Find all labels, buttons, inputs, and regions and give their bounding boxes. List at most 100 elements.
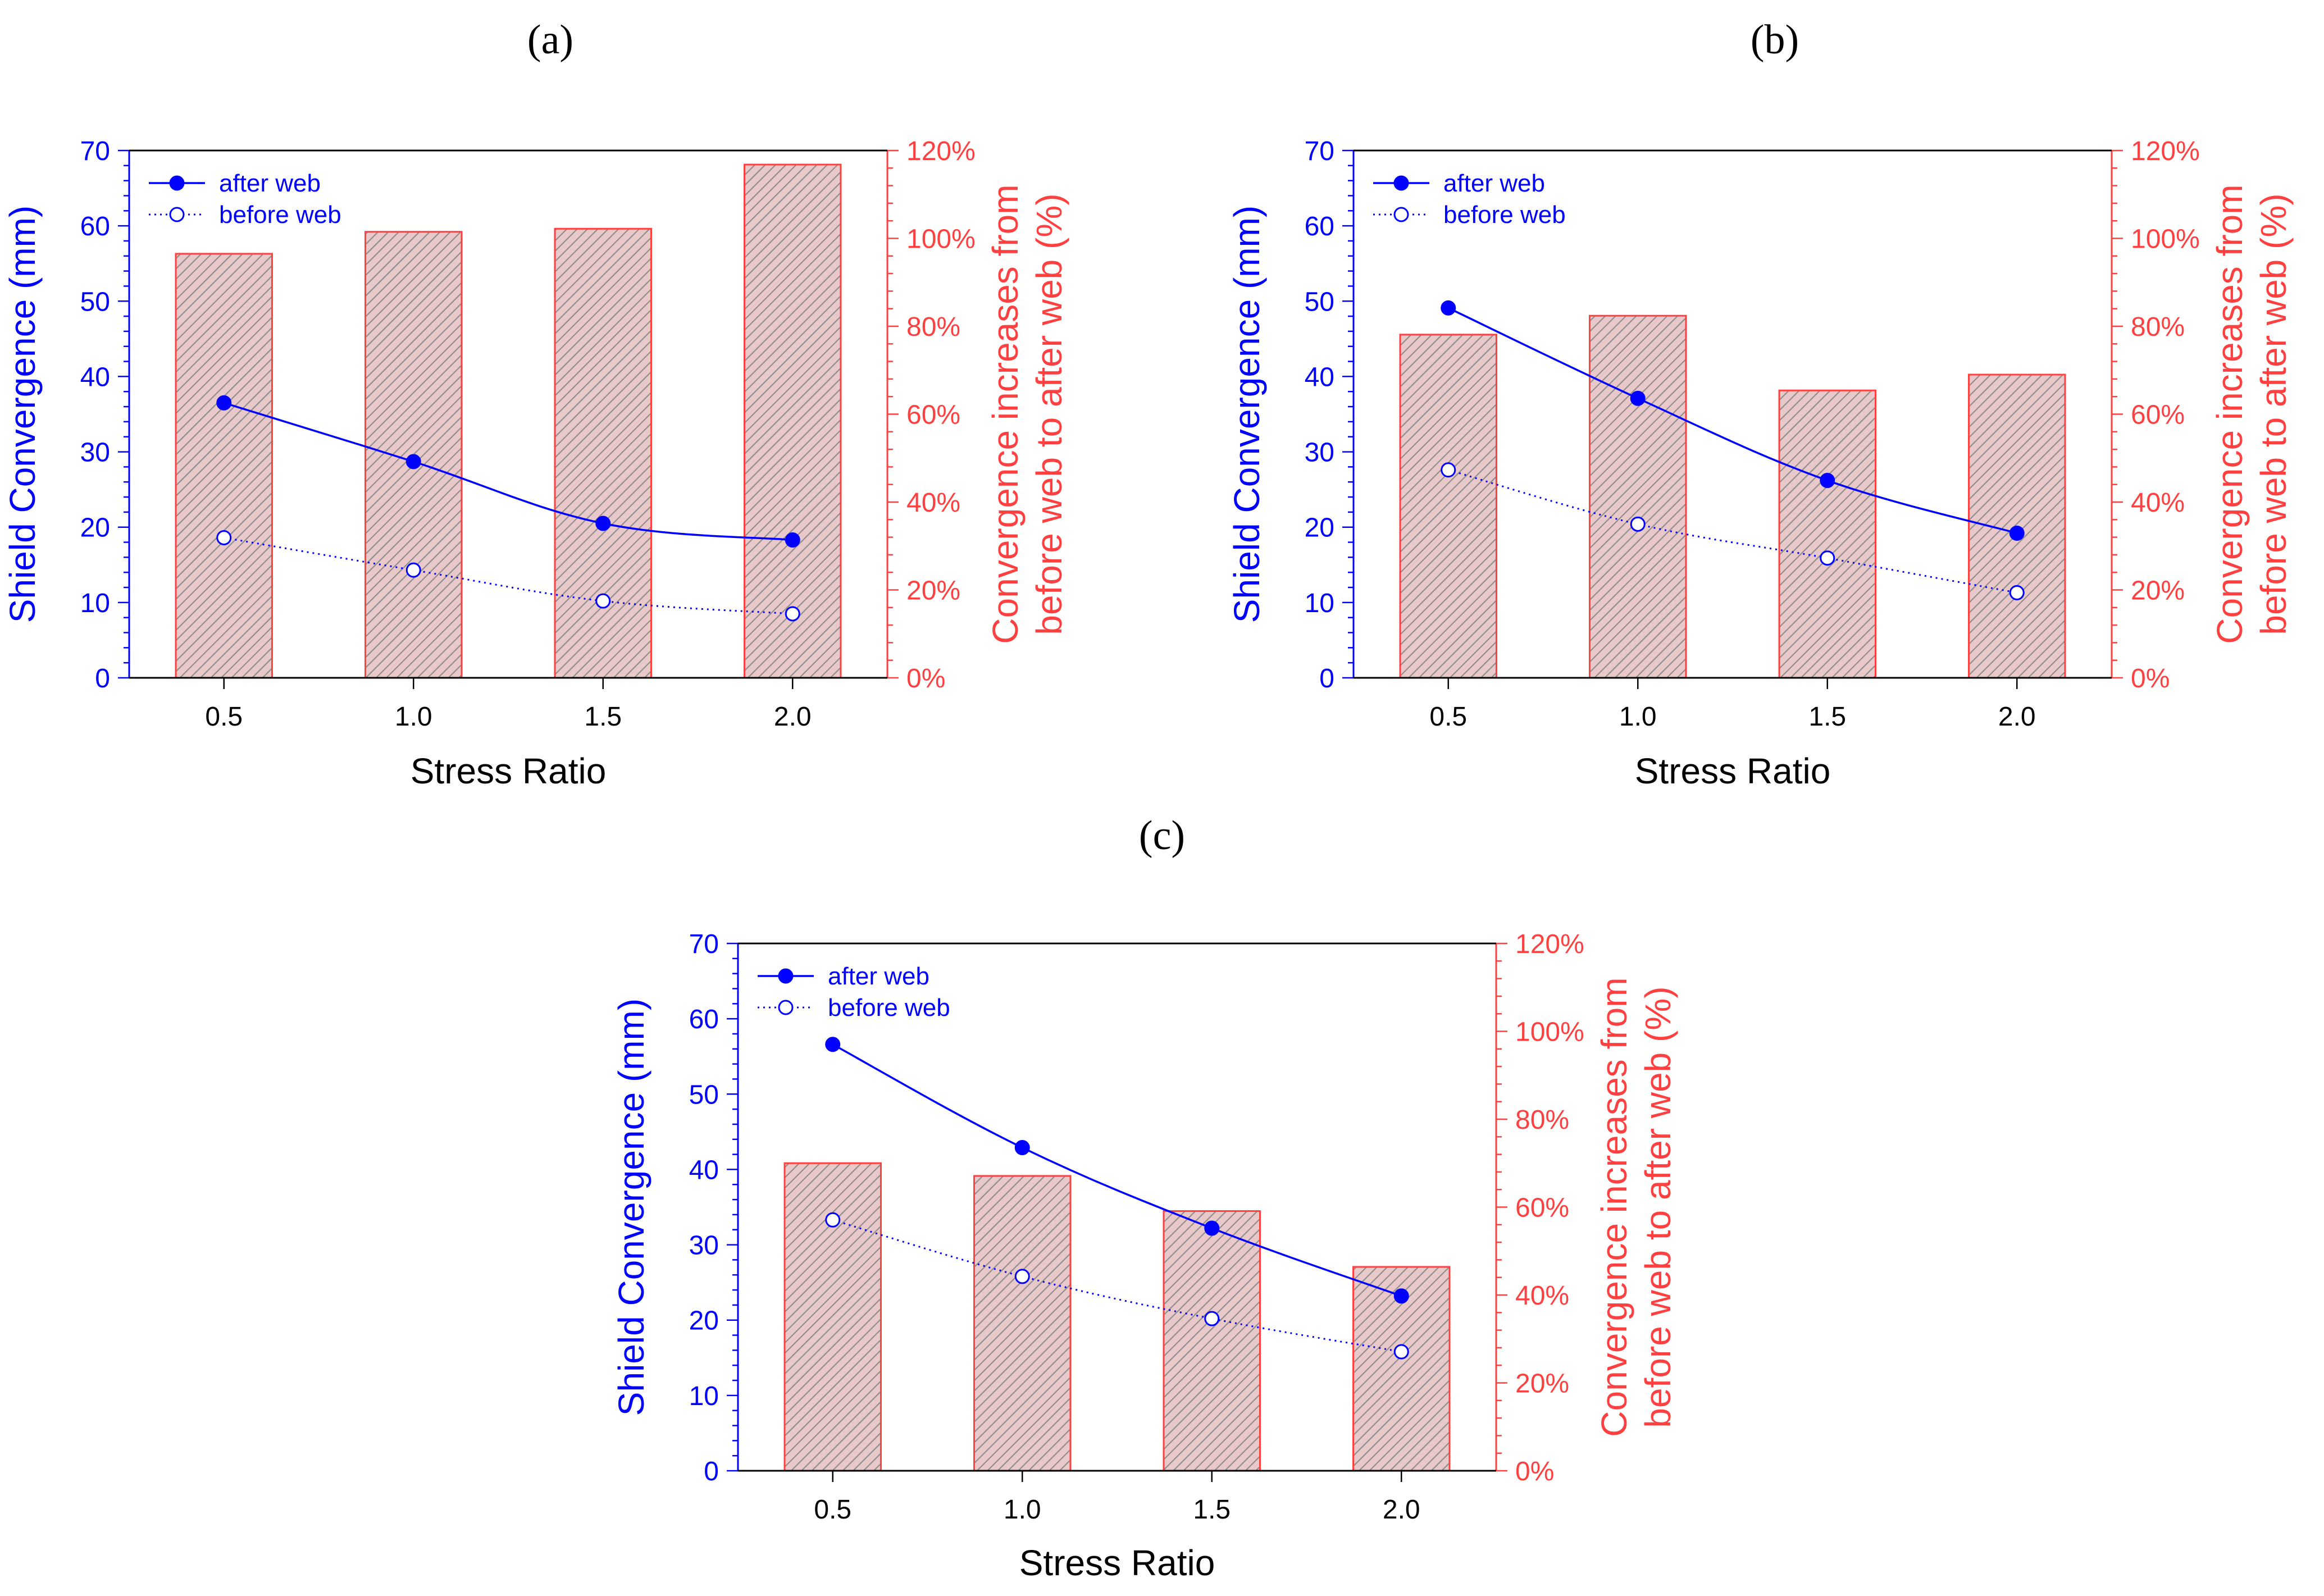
y-tick-label-right: 40% [1515, 1281, 1569, 1311]
x-tick-label: 0.5 [1429, 702, 1467, 732]
y-tick-label-left: 20 [689, 1306, 719, 1336]
y-tick-label-right: 120% [906, 136, 976, 166]
legend-label: before web [1443, 201, 1566, 229]
y-tick-label-left: 40 [689, 1155, 719, 1185]
y-tick-label-left: 60 [689, 1005, 719, 1034]
y-tick-label-left: 0 [1319, 664, 1334, 694]
data-point [216, 530, 232, 545]
data-point [1393, 1288, 1409, 1304]
x-tick-label: 2.0 [1998, 702, 2036, 732]
y-tick-label-left: 20 [1305, 513, 1334, 543]
y-tick-label-right: 0% [1515, 1457, 1554, 1486]
y-tick-label-right: 120% [1515, 929, 1584, 959]
bar [783, 1162, 882, 1472]
y-tick-label-right: 60% [1515, 1193, 1569, 1223]
y-tick-label-right: 0% [906, 664, 945, 694]
legend-marker [169, 207, 185, 222]
data-point [1820, 550, 1835, 566]
y-tick-label-right: 100% [2131, 225, 2200, 254]
y-tick-label-left: 0 [95, 664, 110, 694]
data-point [595, 516, 611, 531]
x-axis-label: Stress Ratio [1019, 1543, 1215, 1583]
y-axis-label-right-line: Convergence increases from [2209, 184, 2250, 644]
legend-label: after web [828, 963, 929, 990]
y-tick-label-left: 10 [80, 589, 110, 618]
data-point [1014, 1140, 1030, 1156]
data-point [1630, 390, 1646, 406]
y-tick-label-left: 50 [80, 287, 110, 317]
y-tick-label-left: 50 [1305, 287, 1334, 317]
data-point [1820, 473, 1835, 489]
x-tick-label: 0.5 [205, 702, 243, 732]
y-axis-label-left: Shield Convergence (mm) [2, 206, 43, 623]
series-line-1 [1448, 469, 2017, 594]
data-point [1393, 1344, 1409, 1360]
y-axis-label-right-line: Convergence increases from [985, 184, 1026, 644]
y-tick-label-left: 70 [689, 929, 719, 959]
y-tick-label-right: 40% [2131, 488, 2185, 518]
data-point [825, 1212, 841, 1228]
data-point [2009, 585, 2025, 600]
bar [1163, 1210, 1261, 1472]
data-point [785, 606, 800, 622]
y-axis-label-right-line: before web to after web (%) [1638, 986, 1678, 1428]
data-point [1204, 1220, 1220, 1236]
bar [1399, 334, 1497, 679]
panel-label: (a) [527, 17, 573, 63]
y-tick-label-left: 40 [1305, 362, 1334, 392]
y-axis-label-right: Convergence increases frombefore web to … [2209, 184, 2294, 644]
y-tick-label-right: 20% [906, 576, 960, 606]
y-tick-label-left: 70 [1305, 136, 1334, 166]
data-point [2009, 525, 2025, 541]
panel-label: (b) [1751, 17, 1799, 63]
y-tick-label-left: 30 [1305, 438, 1334, 468]
x-tick-label: 2.0 [1383, 1495, 1420, 1525]
y-tick-label-left: 0 [704, 1457, 719, 1486]
data-point [1441, 462, 1456, 478]
series-line-0 [224, 402, 793, 541]
y-tick-label-right: 80% [1515, 1105, 1569, 1135]
series-line-0 [1447, 307, 2017, 535]
x-axis-label: Stress Ratio [1635, 751, 1831, 791]
panel-label: (c) [1139, 813, 1185, 859]
chart-panel-2: (c) 0 10 20 30 40 50 60 70 0% 20% 40% 60% 80% 100% 120%… [611, 813, 1678, 1583]
y-tick-label-left: 60 [80, 212, 110, 241]
data-point [1204, 1311, 1220, 1326]
bar [744, 163, 842, 679]
x-tick-label: 1.5 [1808, 702, 1846, 732]
y-tick-label-left: 30 [80, 438, 110, 468]
y-tick-label-right: 60% [2131, 400, 2185, 430]
x-tick-label: 1.5 [1193, 1495, 1231, 1525]
legend-label: after web [219, 170, 321, 197]
y-tick-label-right: 80% [906, 312, 960, 342]
bar [973, 1175, 1072, 1472]
data-point [825, 1037, 841, 1052]
y-tick-label-left: 10 [689, 1381, 719, 1411]
data-point [1014, 1269, 1030, 1284]
chart-panel-0: (a) 0 10 20 30 40 50 60 70 0% 20% 40% 60% 80% 100% 120%… [2, 17, 1069, 791]
x-axis-label: Stress Ratio [411, 751, 607, 791]
data-point [595, 593, 611, 609]
x-tick-label: 2.0 [774, 702, 812, 732]
x-tick-label: 1.0 [1004, 1495, 1041, 1525]
y-tick-label-right: 20% [1515, 1369, 1569, 1399]
series-line-1 [224, 537, 793, 615]
y-axis-label-right-line: before web to after web (%) [2253, 193, 2294, 635]
x-tick-label: 1.0 [1619, 702, 1657, 732]
y-tick-label-left: 60 [1305, 212, 1334, 241]
y-tick-label-right: 100% [1515, 1018, 1584, 1047]
y-axis-label-left: Shield Convergence (mm) [611, 998, 651, 1416]
legend-marker [778, 968, 794, 984]
y-tick-label-right: 60% [906, 400, 960, 430]
legend-marker [169, 175, 185, 191]
y-tick-label-left: 40 [80, 362, 110, 392]
legend-label: before web [219, 201, 341, 229]
y-tick-label-left: 70 [80, 136, 110, 166]
y-tick-label-right: 80% [2131, 312, 2185, 342]
y-tick-label-right: 100% [906, 225, 976, 254]
y-tick-label-right: 20% [2131, 576, 2185, 606]
y-tick-label-left: 30 [689, 1231, 719, 1261]
x-tick-label: 1.5 [584, 702, 622, 732]
data-point [216, 395, 232, 411]
